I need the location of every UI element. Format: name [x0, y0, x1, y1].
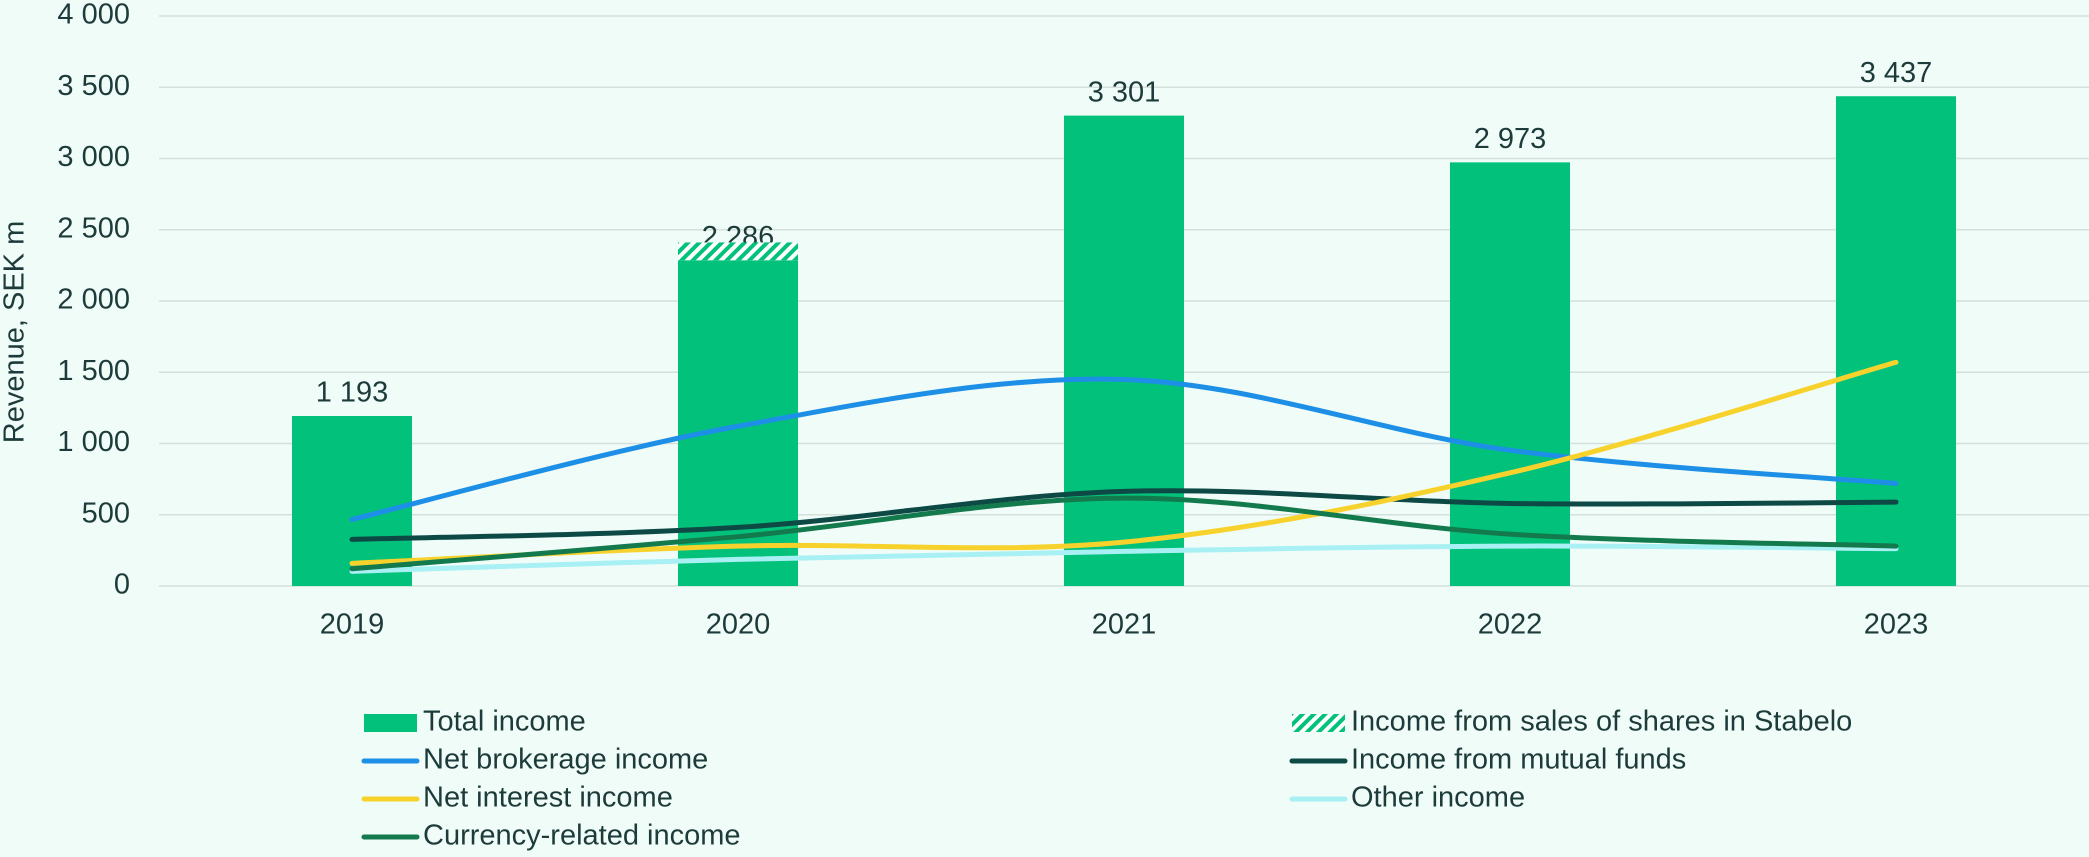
bar: [292, 415, 412, 586]
data-label: 3 301: [1088, 76, 1161, 108]
y-tick-label: 1 500: [57, 355, 130, 387]
legend-label: Income from mutual funds: [1351, 744, 1686, 776]
legend-swatch: [364, 714, 417, 732]
x-tick-label: 2023: [1864, 609, 1929, 641]
legend-label: Net brokerage income: [423, 744, 708, 776]
legend-label: Total income: [423, 706, 586, 738]
x-tick-label: 2020: [706, 609, 771, 641]
y-tick-label: 4 000: [57, 0, 130, 31]
data-label: 2 973: [1474, 123, 1547, 155]
bar: [1836, 96, 1956, 586]
legend-label: Other income: [1351, 782, 1525, 814]
y-tick-label: 3 500: [57, 70, 130, 102]
x-tick-label: 2019: [320, 609, 385, 641]
bar: [1450, 162, 1570, 586]
line: [349, 543, 1899, 574]
y-tick-label: 2 500: [57, 212, 130, 244]
line: [349, 376, 1899, 522]
legend-swatch: [1292, 714, 1345, 732]
bar: [678, 242, 798, 261]
legend-label: Net interest income: [423, 782, 673, 814]
y-axis-label: Revenue, SEK m: [0, 221, 31, 443]
line: [349, 488, 1899, 542]
data-label: 1 193: [316, 377, 389, 409]
x-tick-label: 2022: [1478, 609, 1543, 641]
y-tick-label: 2 000: [57, 284, 130, 316]
x-tick-label: 2021: [1092, 609, 1157, 641]
data-label: 3 437: [1860, 57, 1933, 89]
line: [349, 359, 1899, 566]
legend-label: Currency-related income: [423, 820, 741, 852]
y-tick-label: 0: [114, 569, 130, 601]
line: [349, 495, 1899, 572]
legend-label: Income from sales of shares in Stabelo: [1351, 706, 1852, 738]
y-tick-label: 500: [82, 497, 130, 529]
y-tick-label: 1 000: [57, 426, 130, 458]
y-tick-label: 3 000: [57, 141, 130, 173]
bar: [1064, 115, 1184, 587]
